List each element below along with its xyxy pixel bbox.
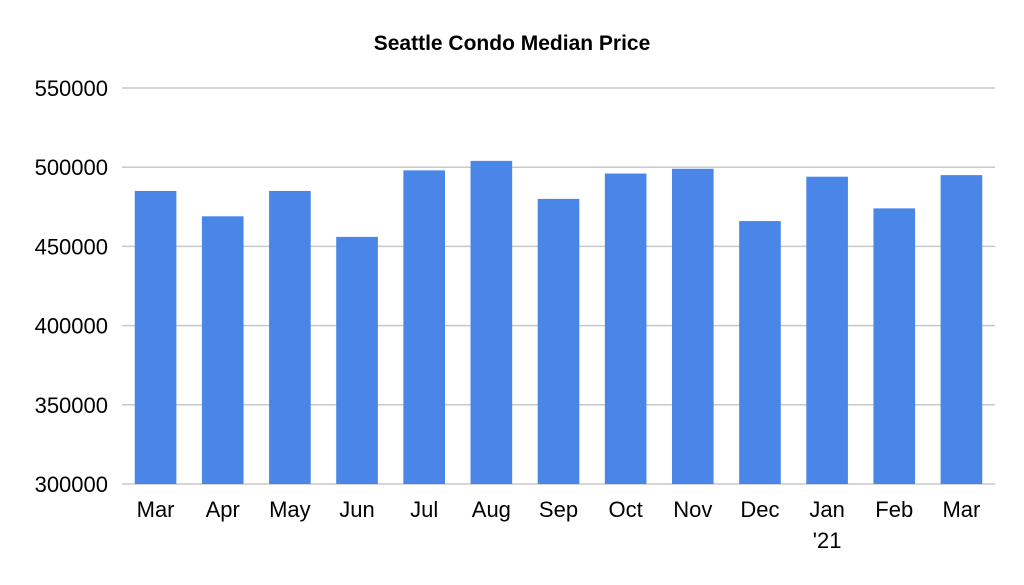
x-tick-label: Jul: [410, 497, 438, 522]
bar: [604, 173, 647, 484]
bar: [806, 176, 848, 485]
bar: [134, 190, 177, 484]
bar: [739, 221, 781, 484]
x-tick-label: Jan: [809, 497, 844, 522]
bar: [403, 170, 446, 485]
y-tick-label: 500000: [35, 155, 108, 180]
x-tick-label: Nov: [673, 497, 712, 522]
x-tick-label: Mar: [942, 497, 980, 522]
bar: [671, 168, 714, 484]
y-tick-label: 350000: [35, 393, 108, 418]
y-tick-label: 300000: [35, 472, 108, 497]
x-tick-label: Dec: [740, 497, 779, 522]
chart-title: Seattle Condo Median Price: [374, 32, 651, 55]
x-tick-label: May: [269, 497, 311, 522]
y-axis-tick-labels: 300000 350000 400000 450000 500000 550000: [35, 76, 108, 497]
bar: [269, 190, 311, 484]
x-tick-label: Mar: [137, 497, 175, 522]
x-tick-label: Sep: [539, 497, 578, 522]
x-axis-tick-labels: Mar Apr May Jun Jul Aug Sep Oct Nov Dec Jan '21 Feb M…: [137, 497, 981, 553]
bar: [470, 160, 513, 484]
bar: [336, 236, 378, 484]
bar: [201, 216, 244, 484]
x-tick-label: Feb: [875, 497, 913, 522]
x-tick-label: Apr: [206, 497, 240, 522]
bar: [537, 198, 580, 484]
bars: [134, 160, 983, 485]
x-tick-label: Oct: [609, 497, 643, 522]
x-tick-label: Jun: [339, 497, 374, 522]
y-tick-label: 550000: [35, 76, 108, 101]
y-tick-label: 450000: [35, 234, 108, 259]
bar: [873, 208, 916, 484]
bar: [940, 175, 983, 484]
x-tick-label: Aug: [472, 497, 511, 522]
x-tick-label: '21: [813, 528, 842, 553]
y-tick-label: 400000: [35, 314, 108, 339]
